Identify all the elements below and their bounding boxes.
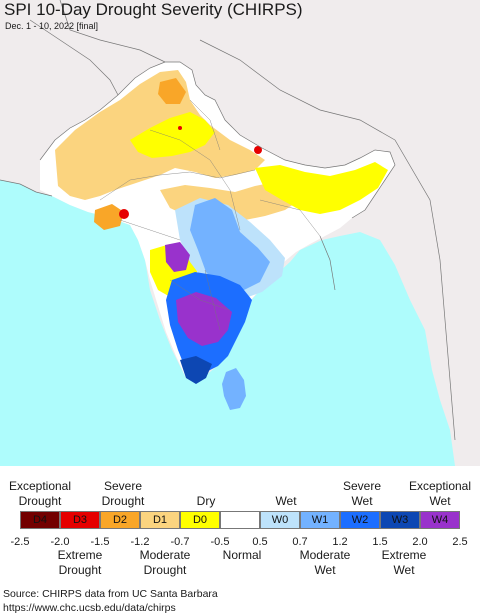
legend-label-line: Exceptional (408, 479, 472, 493)
w4-region-central (165, 242, 190, 272)
legend-label-moderate-drought: Moderate Drought (132, 548, 198, 578)
legend-label-extreme-drought: Extreme Drought (50, 548, 110, 578)
legend-label-line: Drought (18, 494, 62, 508)
legend-swatch-w3: W3 (380, 511, 420, 529)
d0-region-north (130, 112, 215, 158)
legend-tick: -1.2 (130, 536, 150, 548)
legend-swatch-d3: D3 (60, 511, 100, 529)
legend-swatch-w1: W1 (300, 511, 340, 529)
legend-tick: 0.7 (292, 536, 308, 548)
drought-map (0, 0, 480, 466)
legend-label-exceptional-wet: Exceptional Wet (404, 479, 476, 509)
legend-label-line: Extreme (381, 548, 427, 562)
legend-swatch-d2: D2 (100, 511, 140, 529)
w4-region-south (176, 292, 232, 346)
legend-label-dry: Dry (186, 494, 226, 509)
legend-label-line: Normal (222, 548, 262, 562)
legend-label-line: Wet (429, 494, 451, 508)
legend-label-line: Severe (342, 479, 382, 493)
legend-label-line: Extreme (57, 548, 103, 562)
legend-label-line: Moderate (299, 548, 351, 562)
legend-swatch-d4: D4 (20, 511, 60, 529)
legend-label-line: Wet (351, 494, 373, 508)
legend-tick: -1.5 (90, 536, 110, 548)
legend-tick: -2.0 (50, 536, 70, 548)
d3-spot-up (178, 126, 182, 130)
source-line: Source: CHIRPS data from UC Santa Barbar… (3, 588, 218, 600)
map-canvas (0, 0, 480, 466)
d3-spot-north (254, 146, 262, 154)
source-credit: Source: CHIRPS data from UC Santa Barbar… (3, 587, 218, 615)
legend-label-normal: Normal (214, 548, 270, 563)
source-url: https://www.chc.ucsb.edu/data/chirps (3, 602, 176, 614)
legend-tick: 0.5 (252, 536, 268, 548)
legend-label-line: Drought (58, 563, 102, 577)
legend-swatch-w4: W4 (420, 511, 460, 529)
legend-swatch-normal (220, 511, 260, 529)
legend-tick: 1.2 (332, 536, 348, 548)
legend-swatch-d1: D1 (140, 511, 180, 529)
legend-tick: 2.0 (412, 536, 428, 548)
date-range: Dec. 1 - 10, 2022 [final] (5, 21, 99, 31)
legend-tick: -0.5 (210, 536, 230, 548)
d3-spot-gujarat (119, 209, 129, 219)
state-borders (99, 99, 321, 331)
legend-tick: 1.5 (372, 536, 388, 548)
w3-region (180, 356, 212, 384)
legend-tick: -2.5 (10, 536, 30, 548)
legend-label-line: Wet (314, 563, 336, 577)
country-borders (0, 0, 456, 441)
legend-swatch-w2: W2 (340, 511, 380, 529)
w1-region (190, 198, 270, 292)
sri-lanka (222, 368, 246, 410)
legend-label-extreme-wet: Extreme Wet (376, 548, 432, 578)
legend-tick: 2.5 (452, 536, 468, 548)
legend-label-severe-drought: Severe Drought (92, 479, 154, 509)
page-title: SPI 10-Day Drought Severity (CHIRPS) (4, 0, 303, 19)
d0-region-east (255, 162, 388, 214)
legend-swatch-w0: W0 (260, 511, 300, 529)
d2-region (158, 78, 186, 104)
legend-label-line: Moderate (139, 548, 191, 562)
legend-label-line: Wet (393, 563, 415, 577)
legend-tick: -0.7 (170, 536, 190, 548)
legend-label-line: Drought (143, 563, 187, 577)
legend-swatch-d0: D0 (180, 511, 220, 529)
legend-label-line: Drought (101, 494, 145, 508)
d2-region-2 (94, 204, 124, 230)
legend-label-moderate-wet: Moderate Wet (292, 548, 358, 578)
legend-label-wet: Wet (266, 494, 306, 509)
legend-label-exceptional-drought: Exceptional Drought (4, 479, 76, 509)
legend-label-line: Exceptional (8, 479, 72, 493)
legend-label-severe-wet: Severe Wet (340, 479, 384, 509)
legend-label-line: Wet (275, 494, 297, 508)
legend-label-line: Severe (103, 479, 143, 493)
legend-label-line: Dry (196, 494, 216, 508)
